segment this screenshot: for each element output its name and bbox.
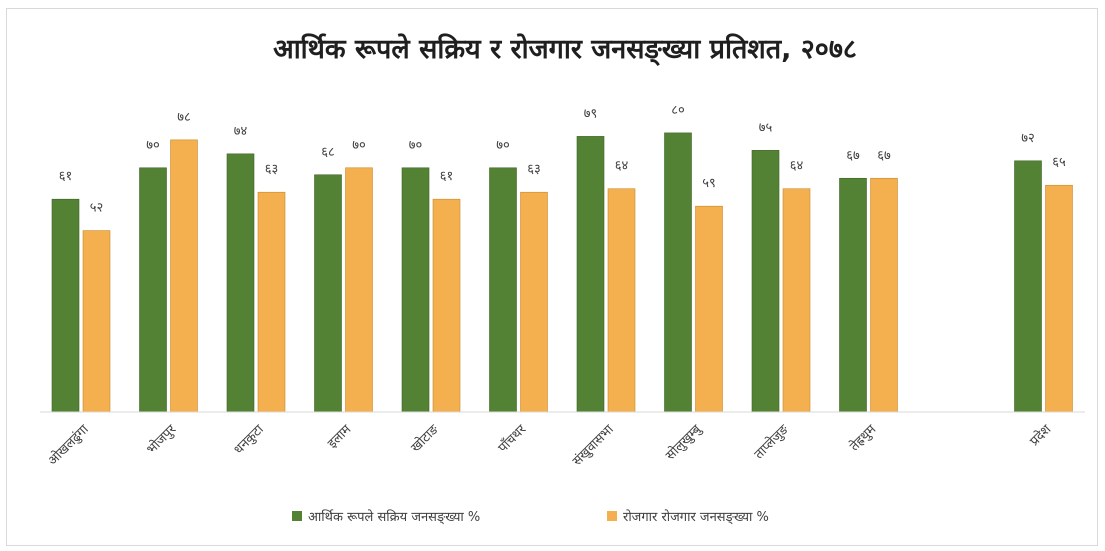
x-tick-label-2: धनकुटा bbox=[231, 422, 267, 458]
bar-active-10 bbox=[1014, 160, 1042, 413]
data-label-employed-9: ६७ bbox=[877, 148, 891, 163]
x-tick-label-5: पाँचथर bbox=[495, 421, 530, 456]
x-tick-label-8: ताप्लेजुङ bbox=[751, 421, 792, 462]
data-label-employed-7: ५९ bbox=[702, 176, 716, 191]
bar-active-1 bbox=[139, 167, 167, 413]
bar-active-7 bbox=[664, 132, 692, 413]
bar-employed-8 bbox=[782, 188, 811, 413]
legend-label-active: आर्थिक रूपले सक्रिय जनसङ्ख्या % bbox=[308, 509, 480, 525]
data-label-employed-5: ६३ bbox=[527, 162, 541, 177]
data-label-active-10: ७२ bbox=[1021, 131, 1035, 146]
data-label-active-2: ७४ bbox=[234, 124, 248, 139]
bars-group bbox=[51, 132, 1073, 413]
legend: आर्थिक रूपले सक्रिय जनसङ्ख्या % रोजगार रो… bbox=[292, 509, 769, 525]
bar-employed-5 bbox=[520, 191, 548, 413]
bar-active-6 bbox=[576, 136, 605, 413]
bar-employed-7 bbox=[695, 205, 723, 413]
x-tick-label-4: खोटाङ bbox=[408, 421, 443, 456]
bar-employed-6 bbox=[607, 188, 636, 413]
data-label-employed-10: ६५ bbox=[1052, 155, 1066, 170]
data-label-employed-4: ६१ bbox=[440, 169, 454, 184]
data-label-employed-8: ६४ bbox=[790, 159, 804, 174]
x-tick-label-1: भोजपुर bbox=[143, 421, 179, 457]
data-labels-group: ६१ ५२ ७० ७८ ७४ ६३ ६८ ७० ७० ६१ ७० ६३ ७९ ६४ ८० ५९ ७५ ६४ ६७ ६७… bbox=[59, 103, 1066, 216]
data-label-active-4: ७० bbox=[409, 138, 423, 153]
bar-active-0 bbox=[51, 198, 80, 413]
data-label-employed-3: ७० bbox=[352, 138, 366, 153]
data-label-active-7: ८० bbox=[671, 103, 685, 118]
bar-employed-2 bbox=[257, 191, 286, 413]
bar-active-4 bbox=[401, 167, 430, 413]
data-label-employed-6: ६४ bbox=[615, 159, 629, 174]
bar-active-2 bbox=[226, 153, 255, 413]
bar-active-3 bbox=[314, 174, 342, 413]
x-tick-label-3: इलाम bbox=[325, 422, 354, 451]
bar-active-8 bbox=[751, 150, 780, 413]
data-label-active-0: ६१ bbox=[59, 169, 73, 184]
chart-title: आर्थिक रूपले सक्रिय र रोजगार जनसङ्ख्या प… bbox=[273, 33, 857, 66]
x-tick-label-0: ओखलढुंगा bbox=[45, 421, 93, 469]
bar-active-5 bbox=[489, 167, 517, 413]
bar-employed-3 bbox=[345, 167, 373, 413]
data-label-active-8: ७५ bbox=[759, 120, 773, 135]
legend-swatch-active bbox=[292, 511, 302, 521]
x-tick-label-10: प्रदेश bbox=[1027, 421, 1055, 449]
data-label-active-9: ६७ bbox=[846, 148, 860, 163]
x-tick-label-9: तेह्रथुम bbox=[847, 421, 880, 454]
x-tick-labels-group: ओखलढुंगा भोजपुर धनकुटा इलाम खोटाङ पाँचथर संखुव… bbox=[45, 421, 1056, 469]
data-label-employed-1: ७८ bbox=[177, 110, 191, 125]
legend-swatch-employed bbox=[607, 511, 617, 521]
bar-employed-1 bbox=[170, 139, 198, 413]
data-label-employed-0: ५२ bbox=[90, 201, 104, 216]
bar-employed-4 bbox=[432, 198, 461, 413]
bar-employed-0 bbox=[82, 230, 111, 413]
legend-label-employed: रोजगार रोजगार जनसङ्ख्या % bbox=[623, 509, 769, 525]
bar-active-9 bbox=[839, 177, 867, 413]
data-label-employed-2: ६३ bbox=[265, 162, 279, 177]
data-label-active-1: ७० bbox=[146, 138, 160, 153]
data-label-active-3: ६८ bbox=[321, 145, 335, 160]
data-label-active-5: ७० bbox=[496, 138, 510, 153]
x-tick-label-6: संखुवासभा bbox=[570, 422, 617, 469]
x-tick-label-7: सोलुखुम्बु bbox=[662, 421, 705, 464]
bar-employed-9 bbox=[870, 177, 898, 413]
data-label-active-6: ७९ bbox=[584, 106, 598, 121]
bar-employed-10 bbox=[1045, 184, 1073, 413]
